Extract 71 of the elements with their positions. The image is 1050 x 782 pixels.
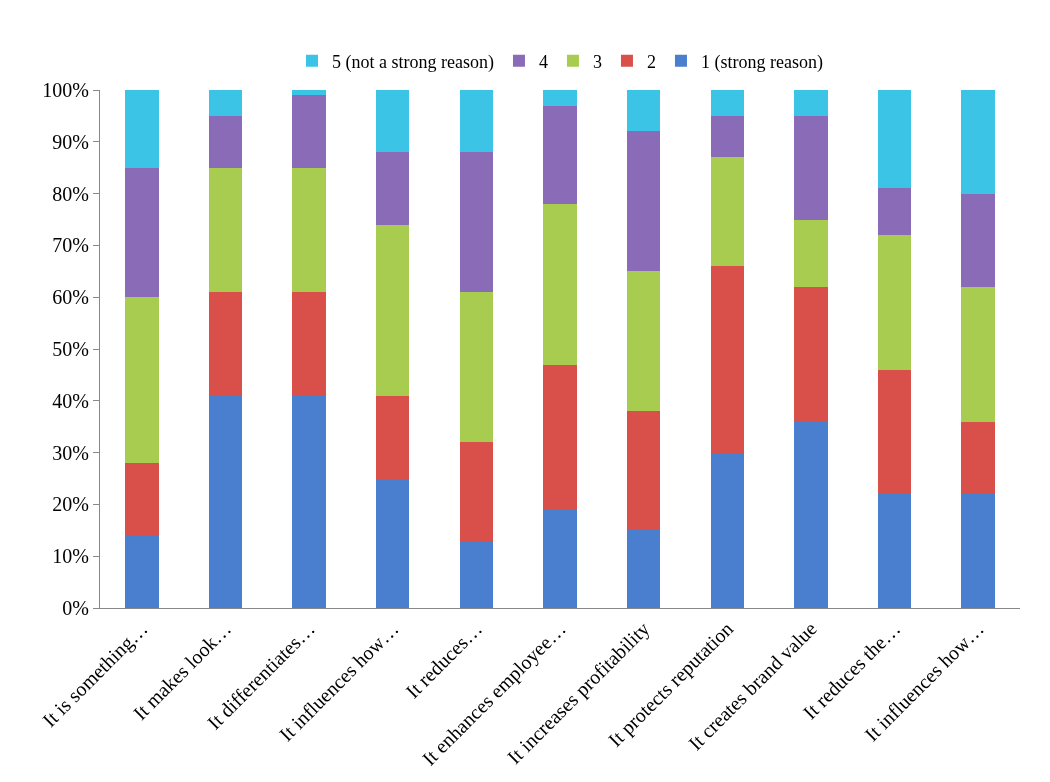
y-tick-label: 60% (52, 286, 89, 309)
bar (710, 452, 744, 608)
bar (459, 540, 494, 608)
bar (877, 494, 912, 608)
bar (877, 90, 912, 189)
bar (208, 115, 243, 168)
bar (543, 509, 577, 608)
bar (794, 90, 828, 116)
bar (877, 188, 912, 236)
bar (710, 115, 744, 158)
bar (208, 90, 243, 116)
bar (459, 292, 494, 443)
bar (459, 90, 494, 153)
bar (877, 369, 912, 495)
y-tick-label: 0% (62, 597, 89, 619)
y-tick-label: 80% (52, 182, 89, 205)
bar (877, 235, 912, 370)
y-tick-label: 70% (52, 234, 89, 257)
bar (376, 152, 410, 225)
bar (794, 286, 828, 422)
bar (459, 442, 494, 541)
bar (292, 167, 326, 293)
y-tick-label: 20% (52, 493, 89, 516)
bar (292, 95, 326, 168)
bar (125, 297, 159, 463)
bar (961, 90, 995, 194)
bar (626, 411, 661, 531)
bar (626, 271, 661, 412)
bar (125, 535, 159, 608)
bar (543, 90, 577, 106)
bar (376, 224, 410, 396)
bar (626, 90, 661, 132)
bar (292, 292, 326, 396)
bar (292, 395, 326, 608)
bar (125, 90, 159, 168)
bar (292, 90, 326, 96)
bar (543, 105, 577, 204)
bar (794, 115, 828, 220)
bar (376, 395, 410, 479)
bar (543, 364, 577, 510)
bar (961, 286, 995, 422)
bar (710, 266, 744, 453)
bar (710, 157, 744, 267)
legend-label: 3 (592, 51, 602, 72)
y-tick-label: 100% (42, 79, 89, 101)
bar (961, 193, 995, 287)
bar (543, 203, 577, 365)
legend-label: 2 (646, 51, 656, 72)
bar (961, 421, 995, 495)
y-tick-label: 10% (52, 545, 89, 568)
bar (626, 530, 661, 608)
bar (208, 292, 243, 396)
bar (376, 478, 410, 608)
bar (794, 421, 828, 608)
bar (459, 152, 494, 293)
bar (710, 90, 744, 116)
y-tick-label: 30% (52, 441, 89, 464)
bar (208, 167, 243, 293)
bar (208, 395, 243, 608)
bar (961, 494, 995, 608)
y-tick-label: 90% (52, 130, 89, 153)
legend-label: 4 (538, 51, 548, 72)
y-tick-label: 50% (52, 338, 89, 360)
legend-label: 1 (strong reason) (700, 51, 823, 73)
bar (794, 219, 828, 287)
bar (125, 462, 159, 536)
bar (376, 90, 410, 153)
y-tick-label: 40% (52, 389, 89, 412)
bar (125, 167, 159, 298)
bar (626, 131, 661, 272)
legend-label: 5 (not a strong reason) (332, 51, 494, 73)
